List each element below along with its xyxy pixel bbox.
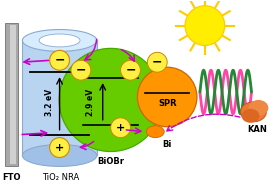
Ellipse shape — [22, 29, 97, 51]
Text: TiO₂ NRA: TiO₂ NRA — [43, 173, 80, 182]
Ellipse shape — [248, 100, 268, 116]
Text: −: − — [152, 56, 163, 69]
Ellipse shape — [146, 126, 164, 138]
Circle shape — [59, 48, 162, 152]
Text: 2.9 eV: 2.9 eV — [86, 88, 95, 115]
Text: −: − — [76, 64, 86, 77]
Circle shape — [137, 67, 197, 127]
Circle shape — [185, 6, 225, 45]
FancyBboxPatch shape — [10, 25, 17, 164]
Text: +: + — [55, 143, 64, 153]
Text: SPR: SPR — [158, 99, 177, 108]
Text: Bi: Bi — [163, 140, 172, 149]
Circle shape — [147, 52, 167, 72]
Text: BiOBr: BiOBr — [97, 157, 124, 166]
Circle shape — [111, 118, 131, 138]
Text: −: − — [54, 54, 65, 67]
Ellipse shape — [22, 145, 97, 166]
Text: −: − — [125, 64, 136, 77]
Ellipse shape — [242, 109, 259, 123]
Text: FTO: FTO — [2, 173, 21, 182]
Text: KAN: KAN — [248, 125, 267, 134]
Ellipse shape — [241, 102, 266, 122]
Ellipse shape — [39, 34, 80, 47]
Text: +: + — [116, 123, 125, 133]
Text: 3.2 eV: 3.2 eV — [45, 89, 54, 116]
FancyBboxPatch shape — [22, 40, 97, 156]
Circle shape — [71, 60, 91, 80]
Circle shape — [50, 138, 70, 157]
Circle shape — [50, 50, 70, 70]
Circle shape — [121, 60, 140, 80]
FancyBboxPatch shape — [4, 23, 18, 166]
